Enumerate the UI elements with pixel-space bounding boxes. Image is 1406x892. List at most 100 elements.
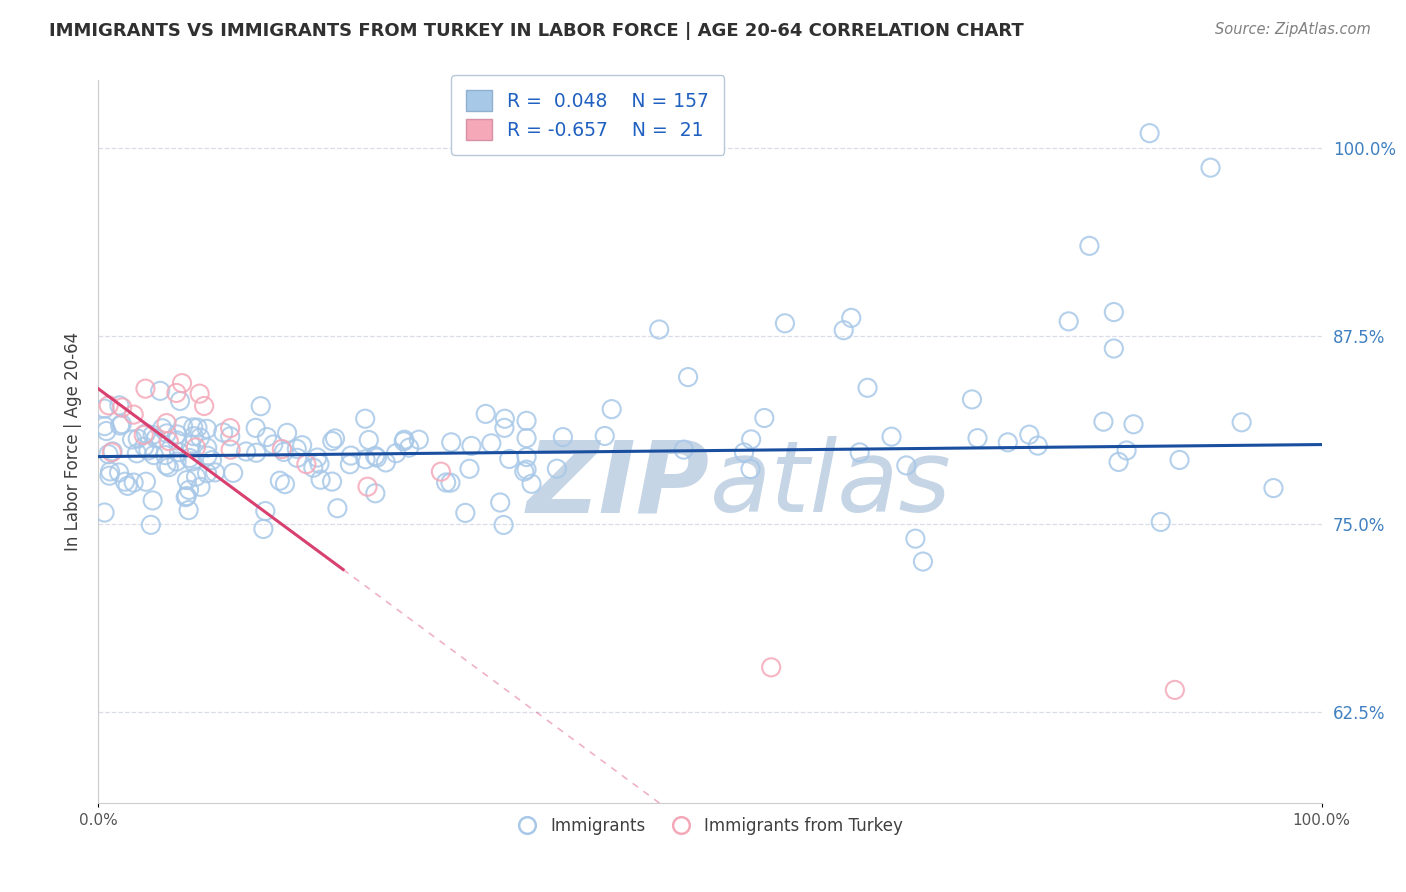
Point [117, 479, 139, 493]
Point [157, 434, 180, 448]
Point [434, 475, 457, 490]
Point [551, 430, 574, 444]
Point [121, 433, 143, 447]
Point [111, 401, 134, 415]
Point [150, 421, 173, 435]
Point [593, 429, 616, 443]
Point [1115, 443, 1137, 458]
Point [676, 370, 699, 384]
Point [354, 411, 377, 425]
Point [1102, 342, 1125, 356]
Point [170, 376, 193, 391]
Point [245, 446, 267, 460]
Point [285, 450, 308, 465]
Point [740, 433, 762, 447]
Point [157, 460, 180, 475]
Point [122, 408, 145, 422]
Point [832, 323, 855, 337]
Point [142, 493, 165, 508]
Point [440, 435, 463, 450]
Point [474, 407, 496, 421]
Point [1122, 417, 1144, 432]
Point [165, 386, 187, 401]
Point [1230, 415, 1253, 429]
Point [172, 419, 194, 434]
Point [1168, 453, 1191, 467]
Point [204, 466, 226, 480]
Point [166, 434, 188, 448]
Point [494, 421, 516, 435]
Point [515, 450, 537, 464]
Point [515, 414, 537, 428]
Point [1263, 481, 1285, 495]
Point [520, 476, 543, 491]
Text: atlas: atlas [710, 436, 952, 533]
Point [492, 518, 515, 533]
Point [93, 401, 115, 416]
Point [181, 454, 204, 468]
Point [93, 419, 115, 434]
Point [132, 428, 155, 442]
Point [454, 506, 477, 520]
Point [188, 386, 211, 401]
Point [249, 399, 271, 413]
Point [169, 393, 191, 408]
Point [177, 483, 200, 497]
Text: IMMIGRANTS VS IMMIGRANTS FROM TURKEY IN LABOR FORCE | AGE 20-64 CORRELATION CHAR: IMMIGRANTS VS IMMIGRANTS FROM TURKEY IN … [49, 22, 1024, 40]
Point [195, 467, 218, 481]
Point [1139, 126, 1161, 140]
Point [122, 475, 145, 490]
Point [195, 441, 218, 455]
Point [108, 418, 131, 433]
Point [156, 426, 179, 441]
Point [108, 398, 131, 412]
Point [219, 421, 242, 435]
Point [155, 448, 177, 462]
Point [911, 555, 934, 569]
Point [408, 433, 430, 447]
Point [357, 433, 380, 447]
Point [1026, 439, 1049, 453]
Point [600, 402, 623, 417]
Text: ZIP: ZIP [527, 436, 710, 533]
Point [256, 430, 278, 444]
Point [1092, 415, 1115, 429]
Point [479, 436, 502, 450]
Point [98, 465, 121, 479]
Point [134, 440, 156, 454]
Point [108, 466, 131, 480]
Point [880, 430, 903, 444]
Point [515, 431, 537, 445]
Point [181, 420, 204, 434]
Point [273, 445, 295, 459]
Point [366, 450, 388, 465]
Point [135, 426, 157, 441]
Point [96, 424, 118, 438]
Point [494, 411, 516, 425]
Point [167, 445, 190, 459]
Y-axis label: In Labor Force | Age 20-64: In Labor Force | Age 20-64 [63, 332, 82, 551]
Point [142, 448, 165, 462]
Point [269, 474, 291, 488]
Point [174, 490, 197, 504]
Point [184, 470, 207, 484]
Point [326, 501, 349, 516]
Point [1102, 305, 1125, 319]
Point [155, 458, 177, 473]
Point [856, 381, 879, 395]
Point [513, 465, 536, 479]
Point [295, 457, 318, 471]
Point [193, 399, 215, 413]
Point [125, 446, 148, 460]
Point [458, 462, 481, 476]
Point [356, 480, 378, 494]
Point [323, 432, 346, 446]
Point [219, 442, 242, 457]
Point [195, 422, 218, 436]
Point [97, 447, 120, 461]
Point [166, 454, 188, 468]
Point [321, 434, 343, 448]
Point [309, 473, 332, 487]
Point [648, 322, 671, 336]
Point [398, 441, 420, 455]
